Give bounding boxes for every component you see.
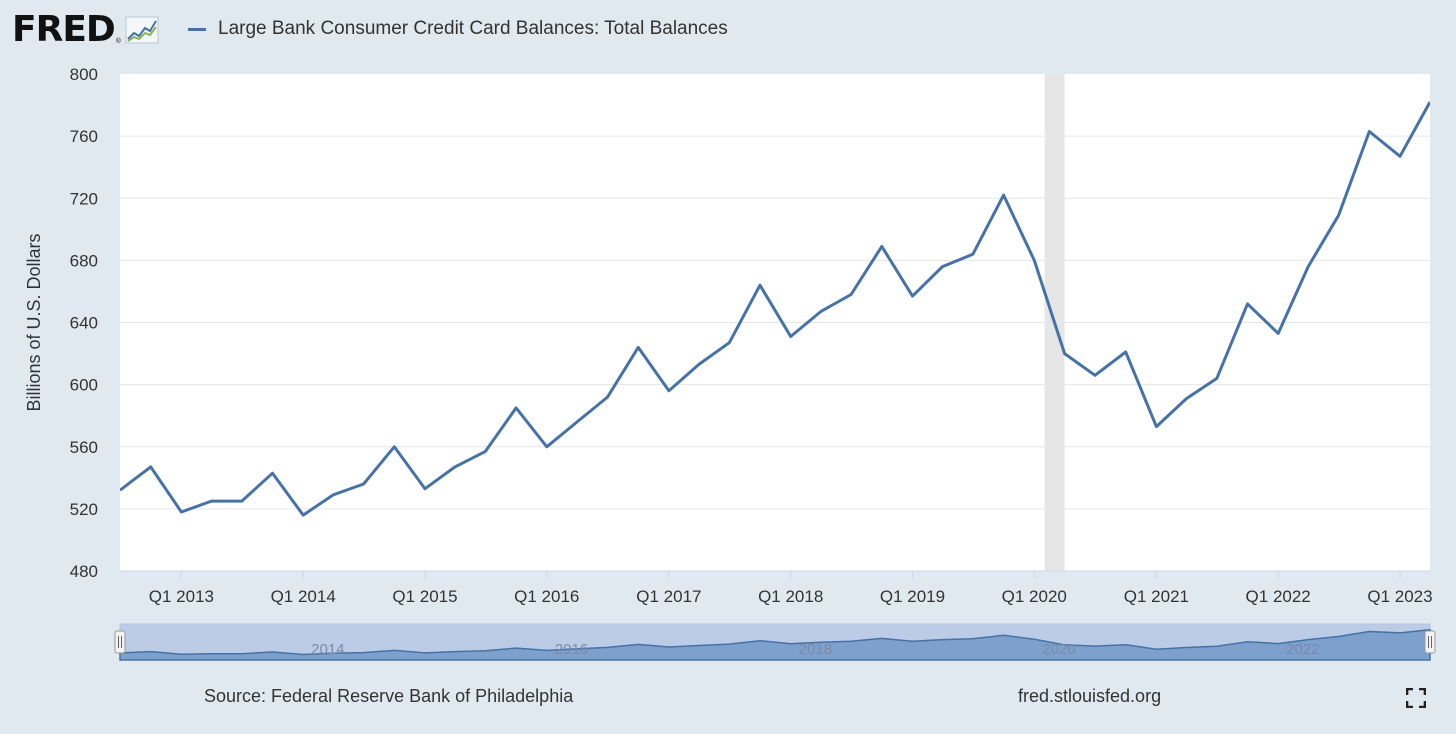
chart-header: FRED ® Large Bank Consumer Credit Card B… xyxy=(0,0,1456,64)
x-tick-label: Q1 2020 xyxy=(1002,587,1067,606)
legend-label: Large Bank Consumer Credit Card Balances… xyxy=(218,18,728,39)
navigator-tick-label: 2020 xyxy=(1042,641,1075,658)
line-chart-icon xyxy=(125,16,159,44)
y-tick-label: 640 xyxy=(70,314,98,333)
x-tick-label: Q1 2023 xyxy=(1367,587,1432,606)
series-group xyxy=(120,101,1430,517)
navigator-series xyxy=(119,628,1431,661)
y-axis-label: Billions of U.S. Dollars xyxy=(24,233,44,411)
navigator-handle-right[interactable] xyxy=(1424,630,1436,654)
navigator-tick-label: 2018 xyxy=(799,641,832,658)
navigator-tick-label: 2022 xyxy=(1286,641,1319,658)
x-tick-label: Q1 2013 xyxy=(149,587,214,606)
y-axis-ticks: 480 520 560 600 640 680 720 760 800 xyxy=(70,65,98,581)
logo-text: FRED xyxy=(12,9,116,50)
y-tick-label: 520 xyxy=(70,500,98,519)
y-tick-label: 600 xyxy=(70,376,98,395)
navigator[interactable]: 2014 2016 2018 2020 2022 xyxy=(114,623,1436,661)
logo-registered-mark: ® xyxy=(115,37,121,45)
series-line[interactable] xyxy=(120,101,1430,517)
navigator-tick-label: 2014 xyxy=(311,641,344,658)
x-tick-label: Q1 2016 xyxy=(514,587,579,606)
x-tick-label: Q1 2021 xyxy=(1124,587,1189,606)
navigator-handle-left[interactable] xyxy=(114,630,126,654)
x-axis-ticks: Q1 2013 Q1 2014 Q1 2015 Q1 2016 Q1 2017 Q1 20… xyxy=(120,570,1433,606)
x-tick-label: Q1 2019 xyxy=(880,587,945,606)
x-tick-label: Q1 2018 xyxy=(758,587,823,606)
y-tick-label: 760 xyxy=(70,127,98,146)
chart-legend[interactable]: Large Bank Consumer Credit Card Balances… xyxy=(188,18,728,40)
fullscreen-icon[interactable] xyxy=(1406,688,1426,708)
x-tick-label: Q1 2017 xyxy=(636,587,701,606)
y-tick-label: 800 xyxy=(70,65,98,84)
x-tick-label: Q1 2014 xyxy=(271,587,336,606)
fred-logo[interactable]: FRED ® xyxy=(12,10,159,50)
legend-swatch xyxy=(188,27,206,31)
y-tick-label: 560 xyxy=(70,438,98,457)
y-tick-label: 480 xyxy=(70,562,98,581)
x-tick-label: Q1 2022 xyxy=(1246,587,1311,606)
source-text: Source: Federal Reserve Bank of Philadel… xyxy=(204,686,574,706)
y-tick-label: 720 xyxy=(70,189,98,208)
x-tick-label: Q1 2015 xyxy=(392,587,457,606)
fred-url-link[interactable]: fred.stlouisfed.org xyxy=(1018,686,1162,706)
y-tick-label: 680 xyxy=(70,251,98,270)
navigator-tick-label: 2016 xyxy=(555,641,588,658)
gridlines xyxy=(120,135,1430,510)
